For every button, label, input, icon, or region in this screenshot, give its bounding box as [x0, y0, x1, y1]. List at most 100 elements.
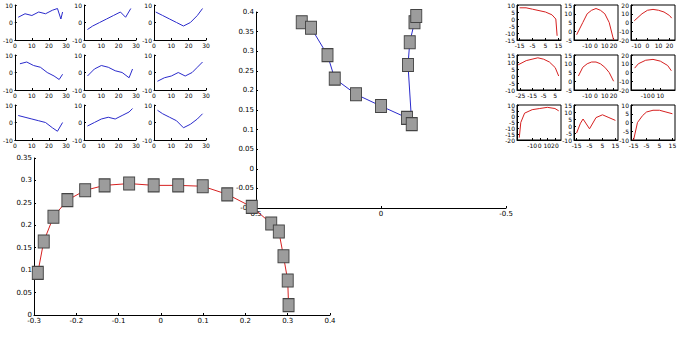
svg-text:20: 20 — [45, 42, 53, 49]
svg-text:0: 0 — [625, 69, 629, 76]
svg-text:0.3: 0.3 — [21, 176, 32, 184]
svg-text:10: 10 — [98, 142, 106, 149]
svg-text:0.4: 0.4 — [324, 317, 336, 325]
svg-text:10: 10 — [168, 92, 176, 99]
svg-text:10: 10 — [98, 42, 106, 49]
svg-text:0: 0 — [148, 119, 152, 126]
svg-text:-0.2: -0.2 — [69, 317, 83, 325]
svg-text:0: 0 — [568, 123, 572, 130]
svg-text:20: 20 — [621, 52, 629, 59]
svg-text:-10: -10 — [619, 78, 629, 85]
svg-text:0.1: 0.1 — [21, 266, 32, 274]
svg-text:5: 5 — [568, 19, 572, 26]
svg-text:30: 30 — [132, 142, 140, 149]
svg-text:0: 0 — [568, 28, 572, 35]
svg-text:10: 10 — [28, 142, 36, 149]
svg-text:10: 10 — [28, 42, 36, 49]
svg-text:10: 10 — [74, 2, 82, 9]
svg-text:0.25: 0.25 — [16, 199, 32, 207]
svg-text:20: 20 — [185, 42, 193, 49]
svg-text:0: 0 — [538, 142, 542, 149]
svg-text:0: 0 — [82, 142, 86, 149]
svg-text:10: 10 — [144, 52, 152, 59]
svg-text:0.3: 0.3 — [243, 47, 254, 55]
svg-text:-15: -15 — [505, 37, 515, 44]
svg-text:-10: -10 — [619, 137, 629, 144]
svg-text:10: 10 — [621, 102, 629, 109]
svg-text:15: 15 — [564, 52, 572, 59]
svg-text:5: 5 — [625, 110, 629, 117]
svg-text:10: 10 — [564, 109, 572, 116]
svg-text:0: 0 — [651, 92, 655, 99]
svg-text:30: 30 — [132, 92, 140, 99]
svg-text:0: 0 — [511, 73, 515, 80]
svg-text:0: 0 — [148, 19, 152, 26]
svg-text:0.15: 0.15 — [16, 244, 32, 252]
svg-text:0.05: 0.05 — [238, 145, 254, 153]
svg-text:0: 0 — [250, 165, 254, 173]
svg-text:-10: -10 — [142, 37, 152, 44]
svg-text:5: 5 — [658, 142, 662, 149]
svg-text:10: 10 — [28, 92, 36, 99]
svg-text:20: 20 — [610, 42, 618, 49]
svg-text:20: 20 — [185, 92, 193, 99]
svg-text:-5: -5 — [509, 80, 515, 87]
svg-text:0: 0 — [159, 317, 163, 325]
svg-text:10: 10 — [507, 2, 515, 9]
svg-text:-10: -10 — [3, 37, 13, 44]
svg-text:20: 20 — [115, 92, 123, 99]
svg-text:0: 0 — [148, 69, 152, 76]
svg-text:0: 0 — [13, 42, 17, 49]
svg-text:0: 0 — [152, 92, 156, 99]
svg-text:-10: -10 — [641, 92, 651, 99]
svg-text:0: 0 — [625, 19, 629, 26]
svg-text:10: 10 — [601, 92, 609, 99]
svg-text:0: 0 — [78, 119, 82, 126]
svg-text:5: 5 — [511, 66, 515, 73]
svg-text:10: 10 — [564, 60, 572, 67]
svg-text:0.35: 0.35 — [16, 154, 32, 162]
svg-text:0: 0 — [9, 69, 13, 76]
svg-text:10: 10 — [74, 52, 82, 59]
svg-text:-5: -5 — [566, 130, 572, 137]
svg-text:10: 10 — [564, 10, 572, 17]
svg-text:0: 0 — [13, 92, 17, 99]
svg-text:20: 20 — [45, 142, 53, 149]
svg-text:-10: -10 — [72, 137, 82, 144]
svg-text:10: 10 — [621, 60, 629, 67]
svg-text:-5: -5 — [644, 142, 650, 149]
svg-text:-15: -15 — [527, 92, 537, 99]
svg-text:0: 0 — [625, 119, 629, 126]
svg-text:10: 10 — [507, 59, 515, 66]
svg-text:0: 0 — [511, 16, 515, 23]
svg-text:-5: -5 — [566, 37, 572, 44]
svg-text:-20: -20 — [619, 37, 629, 44]
svg-text:30: 30 — [132, 42, 140, 49]
svg-text:0: 0 — [9, 19, 13, 26]
svg-text:10: 10 — [5, 52, 13, 59]
svg-text:5: 5 — [553, 92, 557, 99]
svg-text:0: 0 — [594, 42, 598, 49]
svg-text:-0.05: -0.05 — [236, 184, 254, 192]
svg-text:0: 0 — [13, 142, 17, 149]
svg-text:-5: -5 — [530, 42, 536, 49]
svg-text:-10: -10 — [562, 137, 572, 144]
svg-text:5: 5 — [568, 116, 572, 123]
svg-text:0: 0 — [646, 42, 650, 49]
svg-text:-15: -15 — [515, 42, 525, 49]
svg-text:10: 10 — [98, 92, 106, 99]
svg-text:10: 10 — [144, 2, 152, 9]
svg-text:0: 0 — [594, 92, 598, 99]
svg-text:0.4: 0.4 — [243, 8, 255, 16]
svg-text:0: 0 — [82, 92, 86, 99]
svg-text:-5: -5 — [566, 87, 572, 94]
svg-text:-25: -25 — [516, 92, 526, 99]
svg-text:30: 30 — [202, 142, 210, 149]
svg-text:-10: -10 — [72, 87, 82, 94]
svg-text:15: 15 — [564, 102, 572, 109]
svg-text:-5: -5 — [509, 23, 515, 30]
svg-text:0: 0 — [9, 119, 13, 126]
svg-text:20: 20 — [115, 142, 123, 149]
svg-text:0: 0 — [152, 142, 156, 149]
svg-text:20: 20 — [610, 92, 618, 99]
